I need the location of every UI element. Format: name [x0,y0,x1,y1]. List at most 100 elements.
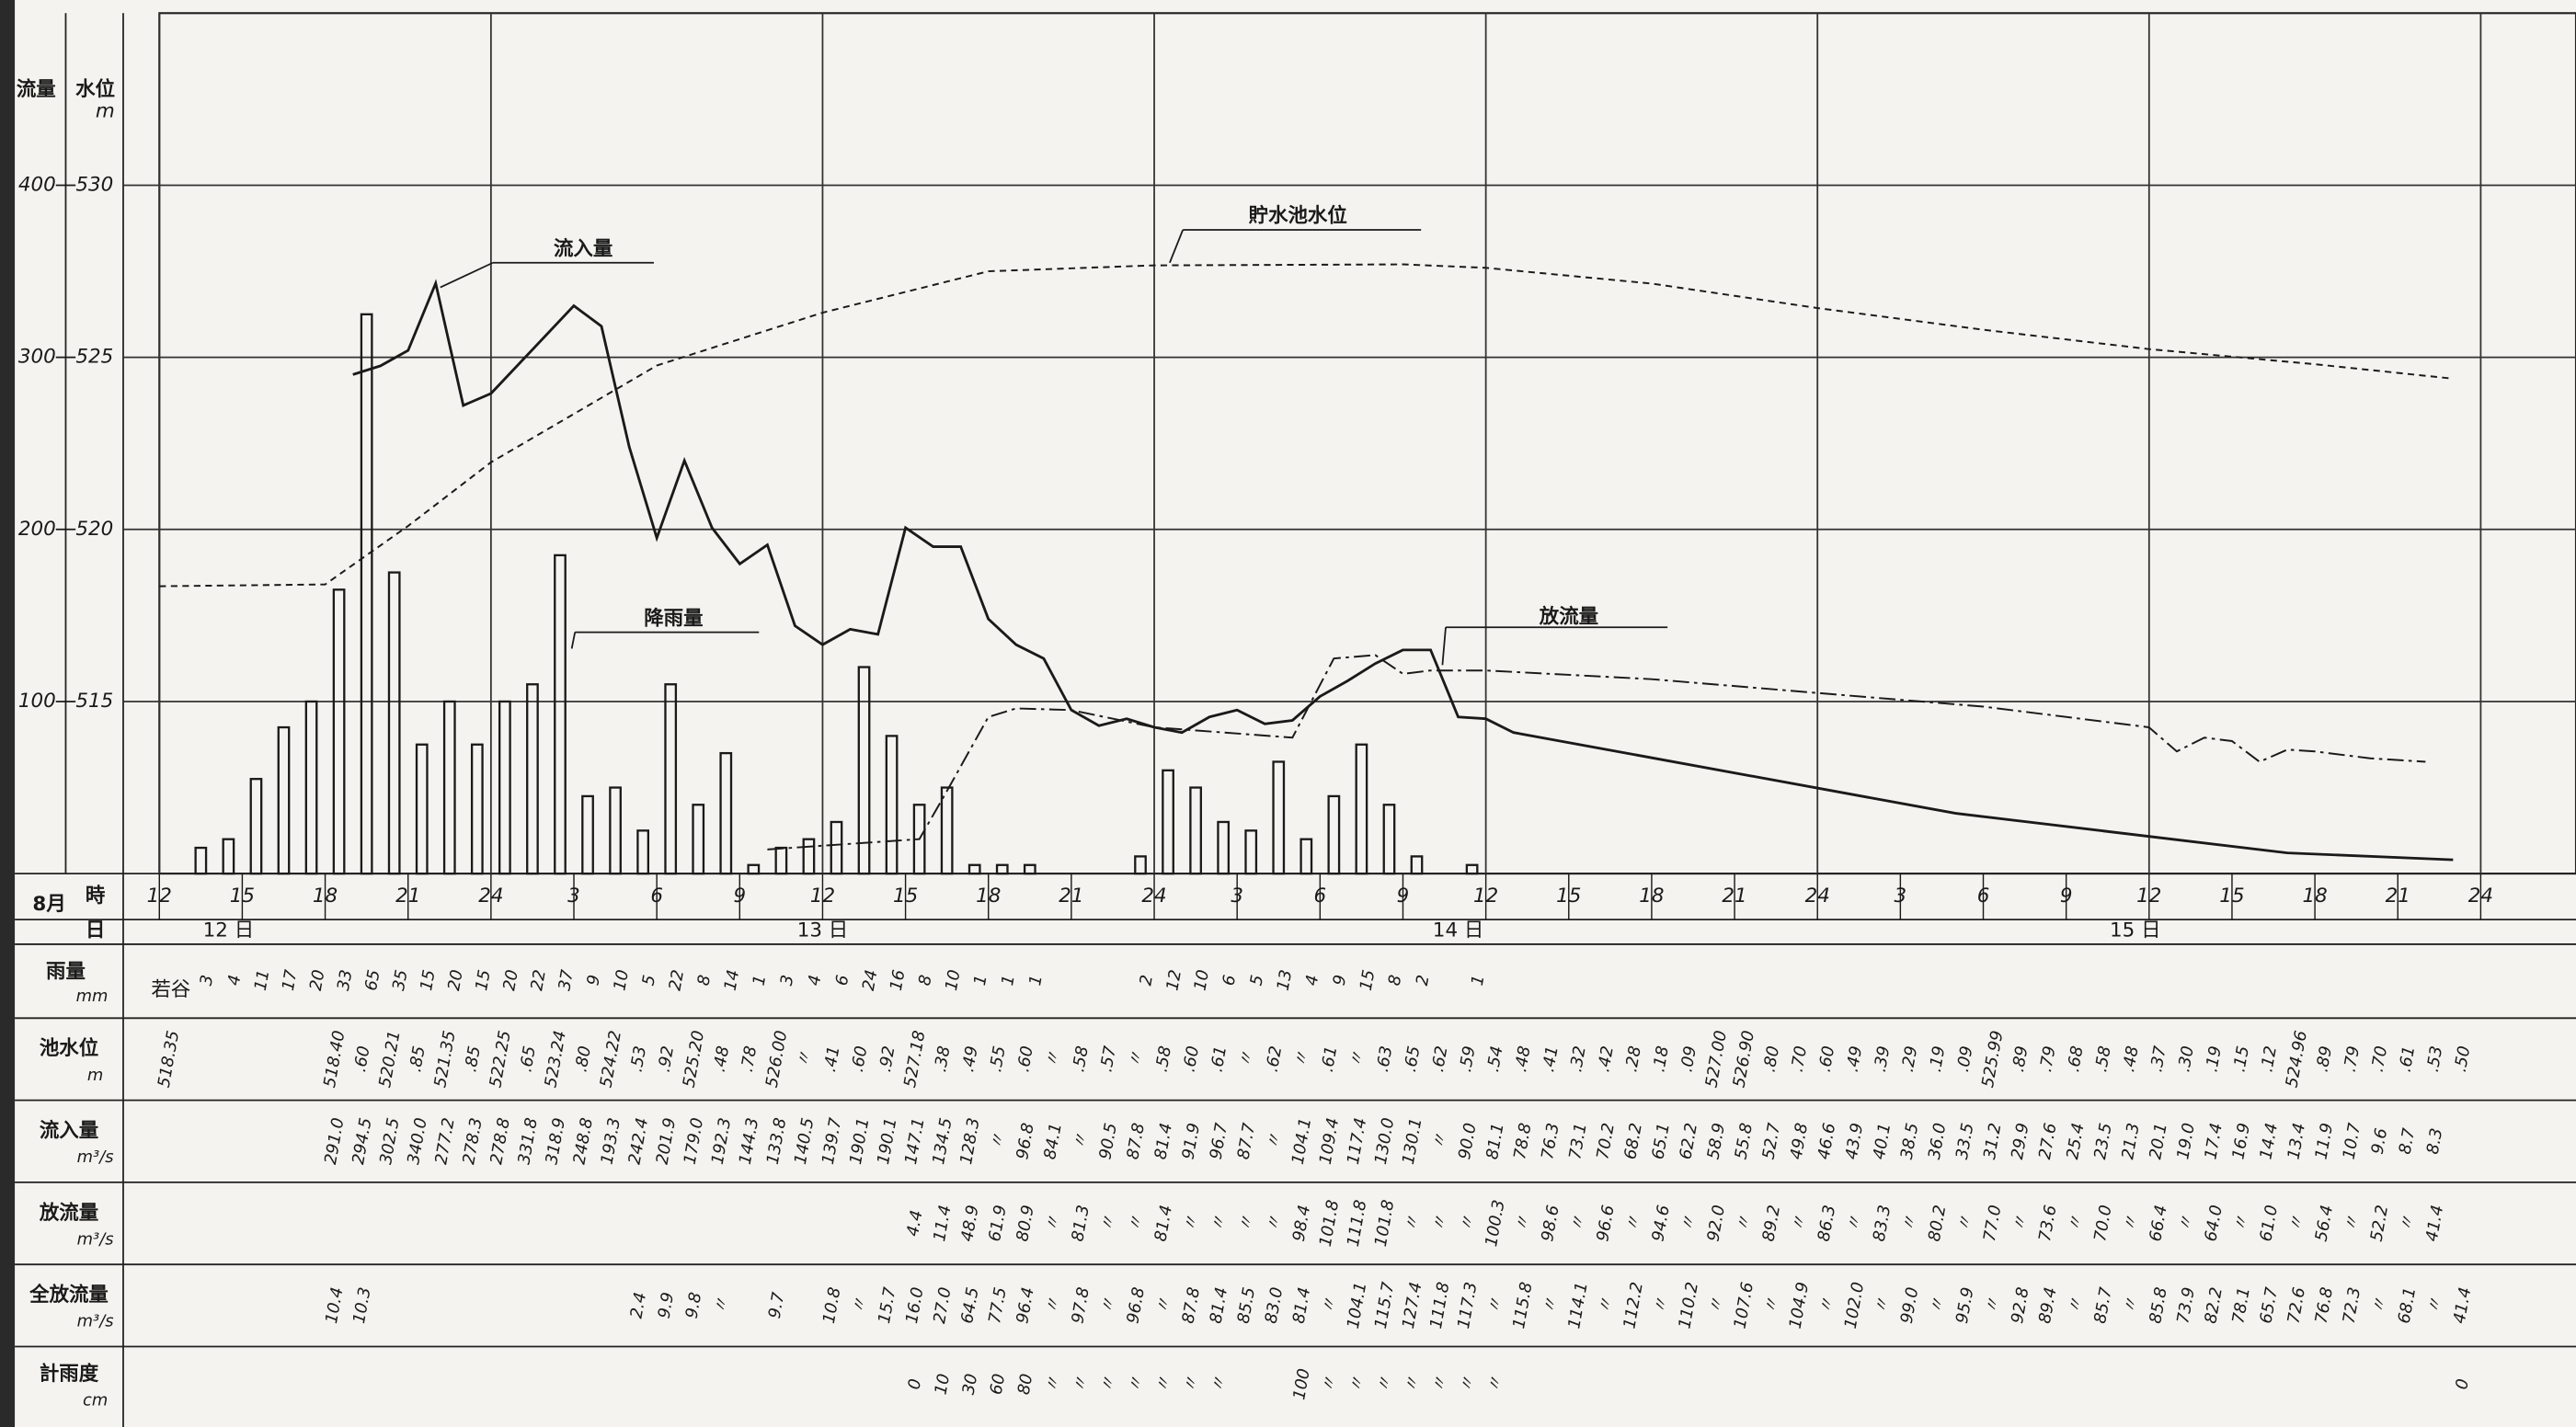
table-cell: 33 [334,968,357,992]
table-cell: .48 [1511,1045,1535,1074]
annotation-leader [1441,627,1447,666]
table-cell: 〃 [2285,1214,2307,1233]
row-unit: m [87,1066,103,1085]
series-line [159,263,2454,588]
table-cell: 8.3 [2423,1126,2447,1156]
rain-bar [967,863,981,875]
table-cell: 1 [1468,974,1489,987]
rain-bar [387,571,401,875]
annotation-leader [440,261,494,289]
table-cell: 〃 [1899,1214,1921,1233]
table-cell: 22 [666,968,689,992]
row-label: 池水位 [40,1036,98,1060]
rain-bar [222,838,235,875]
row-label: 雨量 [46,960,86,983]
table-cell: 14 [721,968,744,992]
table-cell: 〃 [1954,1214,1976,1233]
table-cell: 17 [279,967,302,992]
day-label: 12 日 [203,919,255,942]
table-cell: 〃 [1264,1214,1286,1233]
table-cell: .89 [2009,1045,2032,1074]
y2-tick-label: 520 [75,518,113,541]
rain-bar [1189,786,1202,875]
rain-bar [332,588,346,875]
table-cell: 10 [1190,968,1213,992]
table-cell: 4 [224,974,246,987]
table-cell: 〃 [1097,1375,1119,1394]
table-cell: .85 [406,1045,429,1074]
table-cell: 11 [251,968,274,992]
table-cell: 2.4 [627,1291,651,1320]
table-cell: 〃 [1677,1214,1700,1233]
rain-bar [747,863,761,875]
hour-header: 時 [86,885,106,908]
table-cell: 8 [694,974,716,987]
day-label: 13 日 [797,919,849,942]
table-cell: 〃 [1070,1132,1092,1151]
rain-bar [830,820,843,875]
rain-bar [1162,769,1174,875]
table-cell: 1 [1025,974,1047,987]
table-cell: .62 [1263,1045,1287,1074]
table-cell: 〃 [1540,1296,1562,1315]
table-cell: 0 [904,1377,925,1391]
table-cell: 12 [1162,968,1185,992]
table-cell: 〃 [1484,1296,1506,1315]
table-cell: .60 [1013,1045,1037,1074]
table-cell: 〃 [1760,1296,1782,1315]
rain-bar [1272,760,1286,875]
table-cell: .42 [1594,1045,1618,1074]
table-cell: 0 [2452,1377,2473,1391]
table-cell: 2 [1413,974,1434,987]
table-cell: .15 [2229,1045,2253,1074]
table-cell: 〃 [1429,1132,1451,1151]
table-cell: 4.4 [903,1209,927,1239]
table-cell: 〃 [1429,1375,1451,1394]
y-tick-label: 300 [18,346,56,369]
table-cell: 〃 [2397,1214,2419,1233]
y2-tick-label: 530 [75,173,113,196]
rain-bar [1410,855,1424,875]
table-cell: 〃 [1844,1214,1866,1233]
table-cell: .61 [1318,1045,1342,1074]
table-cell: 〃 [2175,1214,2197,1233]
table-cell: 〃 [1595,1296,1617,1315]
rain-bar [360,313,373,875]
table-cell: 60 [987,1372,1010,1396]
axis-unit: m [96,99,115,122]
y2-tick-label: 525 [75,346,113,369]
table-cell: 〃 [2369,1296,2391,1315]
table-cell: 〃 [1705,1296,1727,1315]
table-cell: 〃 [987,1132,1009,1151]
month-label: 8月 [32,893,65,916]
table-cell: 4 [805,974,826,987]
axis-label: 水位 [75,77,115,101]
table-cell: 〃 [2065,1214,2087,1233]
table-cell: .80 [571,1045,595,1074]
rain-bar [442,700,456,875]
table-cell: 13 [1274,968,1297,992]
row-label: 放流量 [39,1201,98,1225]
row-unit: cm [83,1390,108,1410]
table-cell: .78 [738,1045,761,1074]
y-tick-label: 100 [18,690,56,713]
table-cell: .53 [2423,1045,2447,1074]
table-cell: .32 [1566,1045,1590,1074]
table-cell: 〃 [849,1296,871,1315]
station-label: 若谷 [151,978,190,1001]
table-cell: 〃 [1402,1214,1424,1233]
table-cell: 9.6 [2368,1126,2392,1156]
table-cell: 1 [970,974,991,987]
table-cell: 35 [389,968,412,992]
rain-bar [885,735,899,875]
table-cell: 24 [859,968,882,992]
table-cell: 3 [777,974,798,987]
table-cell: 〃 [1291,1049,1313,1068]
table-cell: .19 [2202,1045,2226,1074]
series-label: 貯水池水位 [1249,204,1347,228]
table-cell: .58 [1151,1045,1175,1074]
table-cell: 〃 [1125,1214,1147,1233]
table-cell: .60 [350,1045,374,1074]
rain-bar [1299,838,1313,875]
